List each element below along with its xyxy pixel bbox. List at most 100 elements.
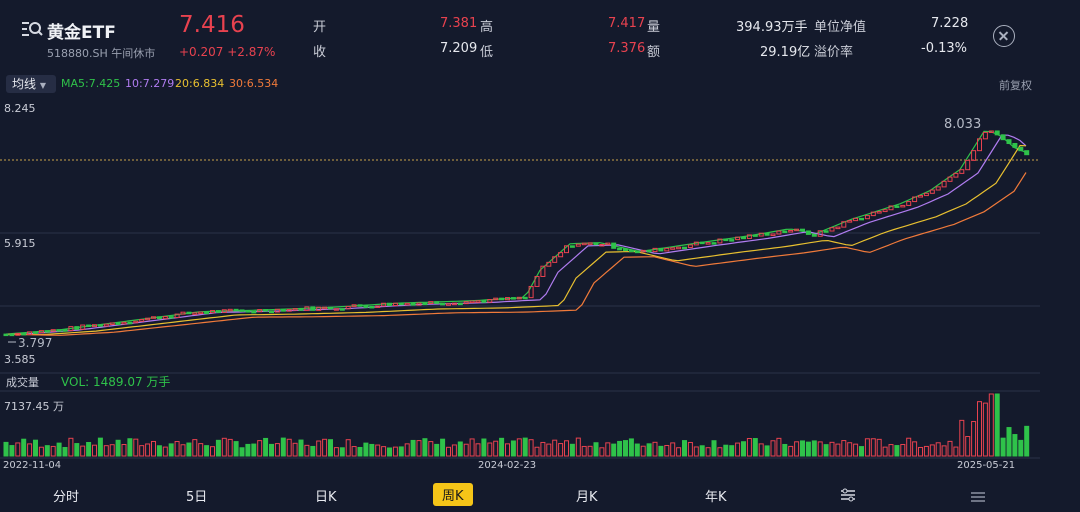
volume-bar bbox=[652, 441, 658, 457]
candle bbox=[280, 308, 286, 312]
candle bbox=[746, 234, 752, 239]
volume-bar bbox=[829, 441, 835, 457]
volume-bar bbox=[988, 393, 994, 457]
y-tick-mid: 5.915 bbox=[4, 237, 36, 250]
candle bbox=[345, 305, 351, 310]
candle bbox=[676, 246, 682, 250]
candle bbox=[304, 306, 310, 311]
volume-bar bbox=[44, 445, 50, 457]
candle bbox=[587, 242, 593, 245]
tab-intraday[interactable]: 分时 bbox=[53, 490, 80, 505]
candle bbox=[894, 205, 900, 208]
volume-bar bbox=[304, 444, 310, 457]
x-label-mid: 2024-02-23 bbox=[478, 460, 536, 471]
volume-label: 量 bbox=[647, 20, 661, 35]
volume-bar bbox=[735, 442, 741, 457]
volume-bar bbox=[1006, 427, 1012, 457]
candle bbox=[33, 331, 38, 334]
candle bbox=[711, 242, 717, 245]
volume-bar bbox=[569, 443, 575, 457]
candle bbox=[758, 232, 764, 237]
candle bbox=[646, 249, 652, 253]
volume-bar bbox=[770, 440, 776, 457]
volume-bar bbox=[900, 443, 906, 457]
volume-bar bbox=[274, 443, 280, 457]
volume-bar bbox=[227, 438, 233, 457]
candle bbox=[487, 299, 493, 303]
volume-bar bbox=[245, 443, 251, 457]
volume-bar bbox=[575, 437, 581, 457]
volume-bar bbox=[558, 443, 564, 457]
tab-daily-k[interactable]: 日K bbox=[315, 490, 337, 505]
volume-bar bbox=[292, 442, 298, 457]
tab-weekly-k[interactable]: 周K bbox=[433, 483, 473, 506]
adjust-mode[interactable]: 前复权 bbox=[999, 79, 1032, 92]
volume-bar bbox=[794, 441, 800, 457]
candle bbox=[888, 205, 894, 211]
candle bbox=[475, 300, 481, 303]
candle bbox=[210, 310, 215, 314]
candle bbox=[965, 159, 971, 171]
volume-bar bbox=[617, 440, 623, 457]
candle bbox=[245, 310, 251, 313]
candle bbox=[628, 249, 634, 253]
candle bbox=[516, 296, 522, 300]
tab-5day[interactable]: 5日 bbox=[186, 490, 208, 505]
candle bbox=[770, 233, 776, 237]
candle bbox=[310, 306, 316, 311]
candle bbox=[752, 234, 758, 237]
volume-bar bbox=[528, 439, 534, 457]
volume-bar bbox=[469, 438, 475, 457]
volume-bar bbox=[204, 445, 210, 457]
candle bbox=[333, 308, 339, 311]
candle bbox=[422, 302, 428, 306]
candle bbox=[682, 246, 687, 250]
volume-bar bbox=[646, 443, 652, 457]
candle bbox=[687, 244, 693, 248]
candle bbox=[68, 326, 74, 332]
candle bbox=[9, 333, 15, 337]
candle bbox=[729, 239, 735, 242]
high-label: 高 bbox=[480, 20, 494, 35]
candle bbox=[127, 321, 133, 325]
candle bbox=[994, 130, 1000, 136]
volume-bar bbox=[1000, 437, 1006, 457]
volume-bar bbox=[387, 447, 392, 457]
candle bbox=[392, 302, 398, 307]
candle bbox=[918, 195, 923, 198]
menu-icon[interactable] bbox=[970, 488, 986, 507]
candle bbox=[853, 217, 859, 222]
period-tab-bar: 分时 5日 日K 周K 月K 年K bbox=[0, 478, 1080, 512]
close-icon[interactable] bbox=[993, 25, 1015, 47]
candle bbox=[823, 230, 829, 233]
tab-yearly-k[interactable]: 年K bbox=[705, 490, 727, 505]
candle bbox=[74, 326, 80, 330]
volume-bar bbox=[416, 440, 422, 457]
candle bbox=[121, 321, 127, 325]
volume-bar bbox=[168, 443, 174, 457]
volume-bar bbox=[392, 446, 398, 457]
tab-monthly-k[interactable]: 月K bbox=[576, 490, 598, 505]
ma10-line bbox=[6, 134, 1027, 335]
candle bbox=[92, 324, 97, 328]
volume-bar bbox=[121, 443, 127, 457]
ma-selector-button[interactable]: 均线 ▼ bbox=[6, 75, 56, 93]
candle bbox=[800, 228, 805, 232]
kline-chart[interactable]: 8.245 5.915 3.585 8.033 3.797 成交量 VOL: 1… bbox=[0, 96, 1080, 478]
candle bbox=[522, 296, 528, 300]
candle bbox=[215, 310, 221, 313]
vol-value: VOL: 1489.07 万手 bbox=[61, 375, 170, 389]
volume-bar bbox=[599, 447, 605, 457]
volume-bar bbox=[947, 440, 953, 457]
volume-bar bbox=[516, 438, 522, 457]
sliders-icon[interactable] bbox=[840, 487, 856, 506]
search-icon[interactable] bbox=[21, 20, 43, 38]
candle bbox=[1024, 150, 1030, 156]
candle bbox=[457, 302, 463, 306]
volume-bar bbox=[180, 444, 186, 457]
candle bbox=[546, 261, 552, 267]
volume-bar bbox=[233, 441, 239, 457]
open-value: 7.381 bbox=[440, 16, 478, 31]
price-grid bbox=[0, 232, 1040, 459]
volume-bar bbox=[605, 442, 611, 457]
